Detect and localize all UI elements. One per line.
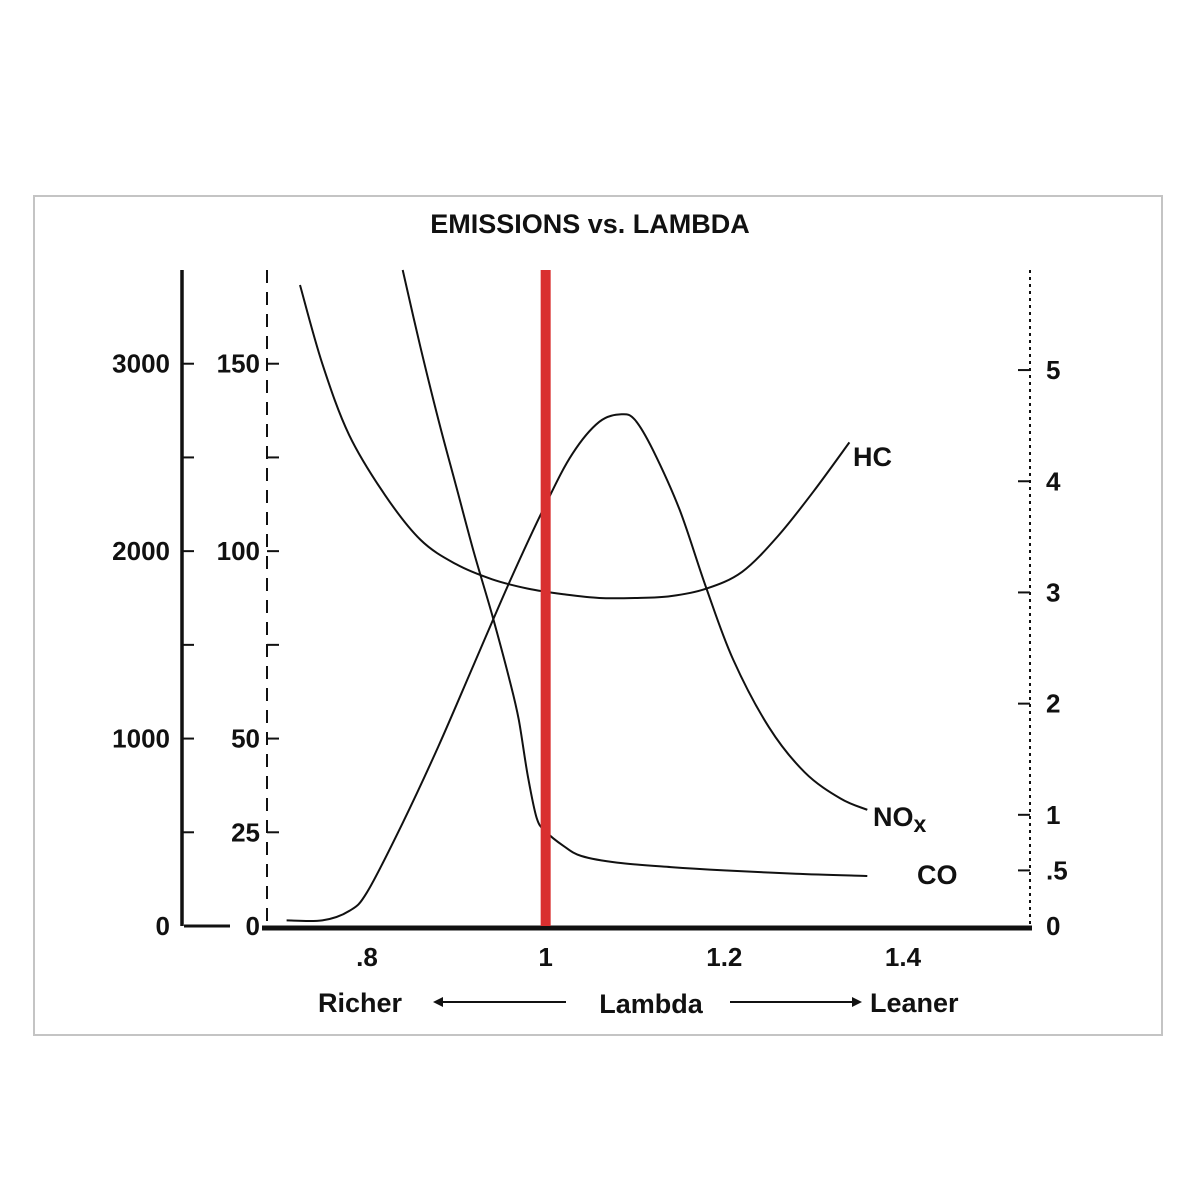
richer-arrow [433,997,566,1007]
hc-axis-tick-label-6: 150 [217,349,260,379]
co-axis-tick-label-0: 0 [1046,911,1060,941]
curves-group [286,269,868,923]
ticks-group: 0 1000 2000 3000 0 25 50 100 150 0 .5 1 2 3 4 5 .8 1 1.2 1.… [112,349,1068,972]
series-line-nox [286,413,868,923]
hc-axis-tick-label-4: 100 [217,536,260,566]
x-axis-tick-label-3: 1.4 [885,942,922,972]
series-label-hc: HC [853,442,892,472]
x-axis-tick-label-1: 1 [538,942,552,972]
co-axis-tick-label-6: 5 [1046,355,1060,385]
x-direction-left-label: Richer [318,988,403,1018]
series-label-nox-sub: x [914,811,927,837]
series-label-co: CO [917,860,958,890]
x-direction-right-label: Leaner [870,988,959,1018]
axes-group [180,270,1032,931]
nox-axis-tick-label-0: 0 [156,911,170,941]
arrow-right-icon [852,997,862,1007]
series-label-nox-main: NO [873,802,914,832]
chart-title: EMISSIONS vs. LAMBDA [430,209,750,239]
x-axis-title: Lambda [599,989,704,1019]
hc-axis-tick-label-0: 0 [246,911,260,941]
leaner-arrow [730,997,862,1007]
nox-axis-tick-label-2: 1000 [112,724,170,754]
series-label-nox: NOx [873,802,927,837]
x-axis-tick-label-2: 1.2 [706,942,742,972]
hc-axis-tick-label-1: 25 [231,817,260,847]
nox-axis-tick-label-6: 3000 [112,349,170,379]
arrow-left-icon [433,997,443,1007]
series-line-hc [299,284,851,600]
co-axis-tick-label-1: .5 [1046,855,1068,885]
series-line-co [401,269,868,877]
nox-axis-tick-label-4: 2000 [112,536,170,566]
chart-frame [33,195,1163,1036]
hc-axis-tick-label-2: 50 [231,724,260,754]
x-axis-tick-label-0: .8 [356,942,378,972]
co-axis-tick-label-4: 3 [1046,577,1060,607]
co-axis-tick-label-5: 4 [1046,466,1061,496]
co-axis-tick-label-3: 2 [1046,689,1060,719]
co-axis-tick-label-2: 1 [1046,800,1060,830]
